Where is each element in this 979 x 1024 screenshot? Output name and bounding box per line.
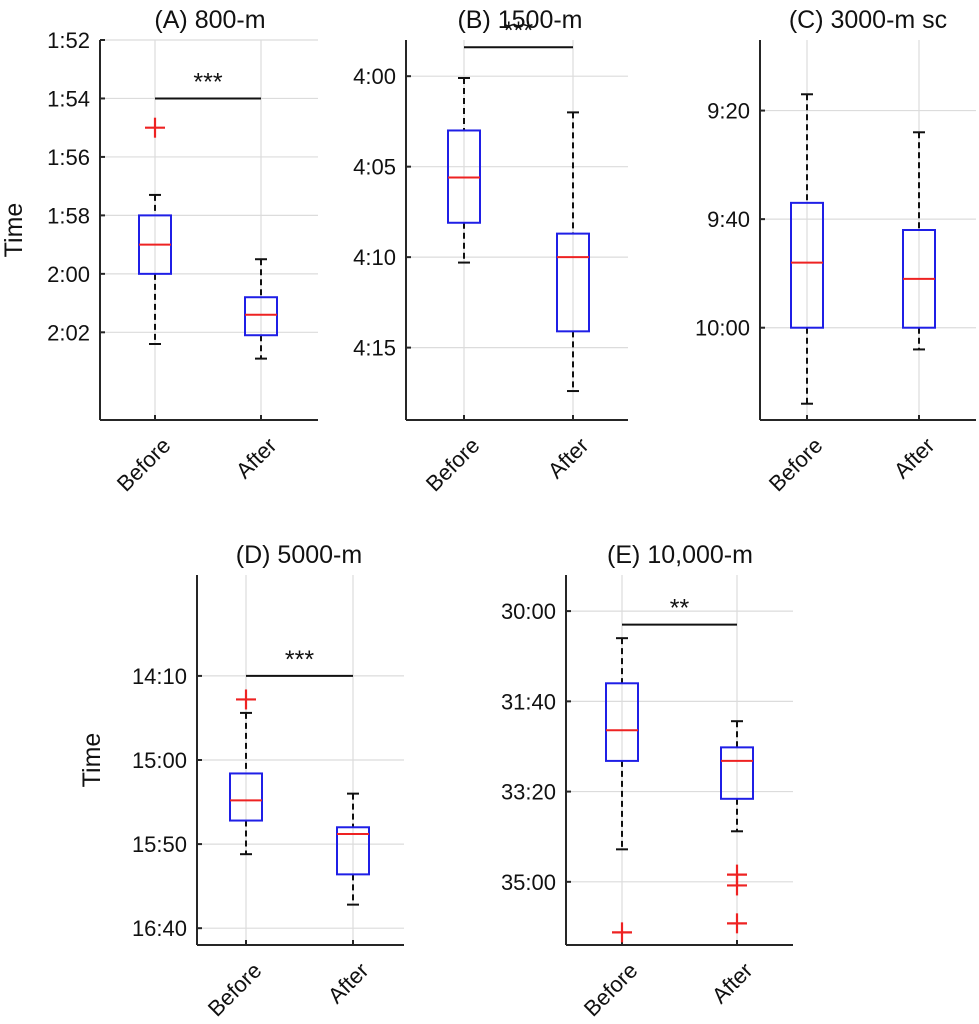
box-before [138,117,172,345]
y-tick-label: 4:10 [353,245,396,270]
significance-label: *** [504,17,533,45]
significance-label: ** [670,595,690,623]
iqr-box [336,826,370,876]
box-before [229,689,263,856]
y-tick-label: 2:00 [47,262,90,287]
panel-a: (A) 800-m 1:52 1:54 1:56 1:58 2:00 2:02 Before A… [0,6,318,496]
y-tick-label: 15:00 [132,748,187,773]
box-before [790,93,824,405]
x-tick-label: After [707,958,758,1009]
x-tick-label: Before [203,958,267,1022]
y-axis-label: Time [0,203,28,258]
y-tick-label: 16:40 [132,916,187,941]
box-after [336,792,370,906]
panel-title: (B) 1500-m [457,6,582,34]
y-tick-label: 1:54 [47,86,90,111]
panel-e: (E) 10,000-m 30:00 31:40 33:20 35:00 Before Af… [501,541,793,1021]
panel-title: (D) 5000-m [236,541,362,569]
y-tick-label: 35:00 [501,870,556,895]
iqr-box [229,772,263,822]
x-tick-label: Before [421,433,485,497]
y-tick-label: 30:00 [501,599,556,624]
outlier-marker [727,875,747,896]
y-tick-label: 31:40 [501,689,556,714]
box-after [720,720,754,934]
box-before [447,77,481,264]
box-after [244,258,278,360]
y-tick-label: 15:50 [132,832,187,857]
x-tick-label: After [889,433,940,484]
x-tick-label: After [543,433,594,484]
y-tick-label: 1:58 [47,203,90,228]
y-tick-label: 33:20 [501,780,556,805]
x-tick-label: After [323,958,374,1009]
x-tick-label: Before [112,433,176,497]
y-tick-label: 1:52 [47,28,90,53]
x-tick-label: Before [764,433,828,497]
panel-b: (B) 1500-m 4:00 4:05 4:10 4:15 Before After *** [353,6,628,496]
outlier-marker [727,913,747,934]
y-tick-label: 1:56 [47,145,90,170]
iqr-box [790,201,824,329]
box-after [902,131,936,351]
outlier-marker [612,922,632,943]
y-tick-label: 4:15 [353,336,396,361]
y-tick-label: 9:20 [707,99,750,124]
significance-label: *** [193,68,222,96]
x-tick-label: After [231,433,282,484]
panel-c: (C) 3000-m sc 9:20 9:40 10:00 Before After [695,6,976,496]
box-before [605,637,639,943]
x-tick-label: Before [579,958,643,1022]
panel-title: (E) 10,000-m [607,541,753,569]
panel-title: (C) 3000-m sc [789,6,947,34]
outlier-marker [145,117,165,138]
iqr-box [556,232,590,333]
iqr-box [244,296,278,337]
outlier-marker [236,689,256,710]
y-tick-label: 9:40 [707,207,750,232]
y-tick-label: 4:00 [353,64,396,89]
significance-label: *** [285,646,314,674]
iqr-box [605,682,639,762]
y-tick-label: 14:10 [132,664,187,689]
box-after [556,111,590,393]
y-tick-label: 4:05 [353,155,396,180]
y-tick-label: 10:00 [695,316,750,341]
panel-title: (A) 800-m [154,6,265,34]
y-tick-label: 2:02 [47,320,90,345]
panel-d: (D) 5000-m 14:10 15:00 15:50 16:40 Before Afte… [78,541,404,1021]
y-axis-label: Time [78,733,106,788]
iqr-box [720,746,754,800]
